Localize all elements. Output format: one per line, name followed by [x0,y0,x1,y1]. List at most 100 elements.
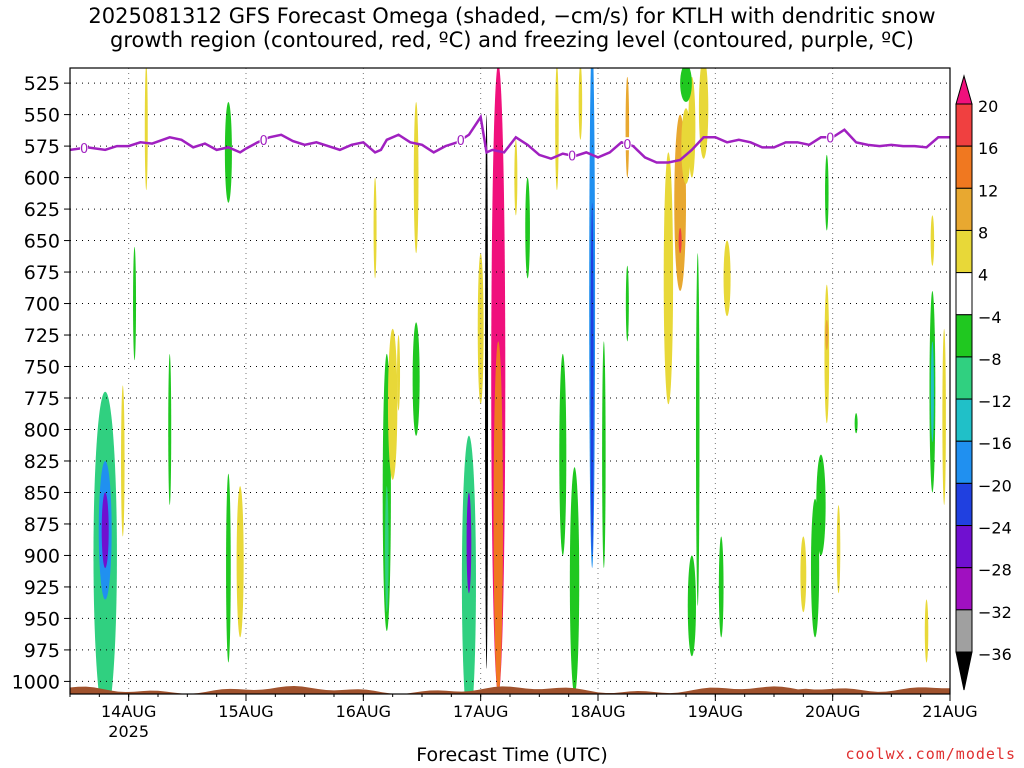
credit-text: coolwx.com/models [845,745,1016,763]
y-tick-label-700: 700 [24,294,60,316]
omega-cell-53 [924,599,929,663]
omega-cell-34 [663,152,674,405]
colorbar-label-5: −4 [978,308,1002,327]
y-tick-label-775: 775 [24,388,60,410]
omega-cell-19 [466,492,472,594]
freezing-level-label-4: 0 [623,138,631,153]
x-tick-label-7: 21AUG [922,702,977,721]
colorbar-label-0: 20 [978,97,998,116]
omega-cell-30 [590,202,594,556]
y-tick-label-800: 800 [24,419,60,441]
omega-cell-9 [236,486,244,638]
omega-cell-12 [385,486,389,613]
freezing-level-label-0: 0 [80,142,88,157]
freezing-level-label-bg-0 [80,140,89,154]
omega-cell-56 [930,341,934,443]
omega-cell-3 [121,385,125,537]
freezing-level-label-3: 0 [568,150,576,165]
y-tick-label-725: 725 [24,325,60,347]
omega-cell-27 [569,467,580,694]
colorbar-label-8: −16 [978,434,1012,453]
freezing-level-layer: 0 0 0 0 0 0 [70,113,950,165]
freezing-level-label-bg-3 [568,148,577,162]
freezing-level-label-bg-1 [259,132,268,146]
omega-cell-7 [224,102,232,203]
omega-cell-57 [942,328,946,506]
omega-cell-25 [555,68,559,191]
colorbar-swatch-1 [955,103,973,147]
omega-cell-23 [514,139,518,216]
y-tick-label-1000: 1000 [12,671,60,693]
y-tick-label-950: 950 [24,608,60,630]
x-tick-label-3: 17AUG [453,702,508,721]
omega-cell-31 [602,341,606,569]
omega-cell-16 [412,322,420,436]
y-axis: 525 550 575 600 625 650 675 700 725 750 775 800 825 8… [12,73,70,693]
omega-cell-28 [578,68,583,140]
omega-cell-48 [836,505,841,594]
freezing-level-label-bg-5 [826,130,835,144]
colorbar-label-2: 12 [978,181,998,200]
colorbar-swatch-2 [955,145,973,189]
y-tick-label-875: 875 [24,514,60,536]
y-tick-label-575: 575 [24,136,60,158]
omega-cell-15 [413,102,419,254]
y-tick-label-525: 525 [24,73,60,95]
freezing-level-label-5: 0 [826,131,834,146]
y-tick-label-675: 675 [24,262,60,284]
omega-cell-36 [678,227,682,254]
omega-cell-39 [687,555,696,657]
y-tick-label-975: 975 [24,640,60,662]
colorbar-swatch-6 [955,314,973,358]
chart-title-line-1: 2025081312 GFS Forecast Omega (shaded, −… [88,4,936,28]
omega-cell-20 [485,114,489,669]
y-tick-label-925: 925 [24,577,60,599]
x-tick-label-5: 19AUG [688,702,743,721]
colorbar-swatch-12 [955,567,973,611]
omega-cell-10 [373,177,377,279]
freezing-level-label-bg-2 [456,133,465,147]
y-tick-label-600: 600 [24,168,60,190]
chart-title-line-2: growth region (contoured, red, ºC) and f… [110,28,914,52]
colorbar-label-11: −28 [978,561,1012,580]
omega-cell-2 [101,492,109,569]
colorbar-swatch-13 [955,609,973,653]
colorbar-swatch-7 [955,356,973,400]
x-tick-label-0: 14AUG [101,702,156,721]
y-tick-label-900: 900 [24,545,60,567]
omega-cell-44 [723,240,731,317]
omega-cell-26 [559,353,567,556]
colorbar-label-1: 16 [978,139,998,158]
colorbar-label-13: −36 [978,645,1012,664]
y-tick-label-825: 825 [24,451,60,473]
colorbar-label-7: −12 [978,392,1012,411]
terrain-layer [70,686,950,694]
omega-cell-37 [681,108,691,184]
omega-cell-52 [854,413,858,434]
colorbar-swatch-3 [955,187,973,231]
omega-cell-43 [718,536,724,638]
omega-cell-50 [824,284,830,424]
colorbar: 20 16 12 8 4 −4 −8 −12 −16 −20 −24 −28 −32 −36 [955,74,1012,691]
freezing-level-label-bg-4 [623,137,632,151]
omega-cell-4 [133,246,137,361]
x-year-label: 2025 [108,722,149,741]
y-tick-label-850: 850 [24,482,60,504]
omega-cell-13 [387,328,398,480]
colorbar-bottom-arrow [955,651,973,691]
colorbar-swatch-5 [955,272,973,316]
colorbar-label-9: −20 [978,476,1012,495]
y-tick-label-750: 750 [24,357,60,379]
omega-cell-22 [493,341,503,694]
colorbar-label-3: 8 [978,223,988,242]
colorbar-label-6: −8 [978,350,1002,369]
omega-cell-49 [825,154,829,231]
x-axis: 14AUG 15AUG 16AUG 17AUG 18AUG 19AUG 20AUG 21AUG… [69,694,978,741]
omega-shading-layer [93,68,946,694]
omega-cell-38 [695,253,700,606]
omega-cell-47 [816,454,826,556]
freezing-level-line [70,113,950,164]
omega-cell-41 [680,68,692,103]
omega-cell-5 [144,68,148,191]
